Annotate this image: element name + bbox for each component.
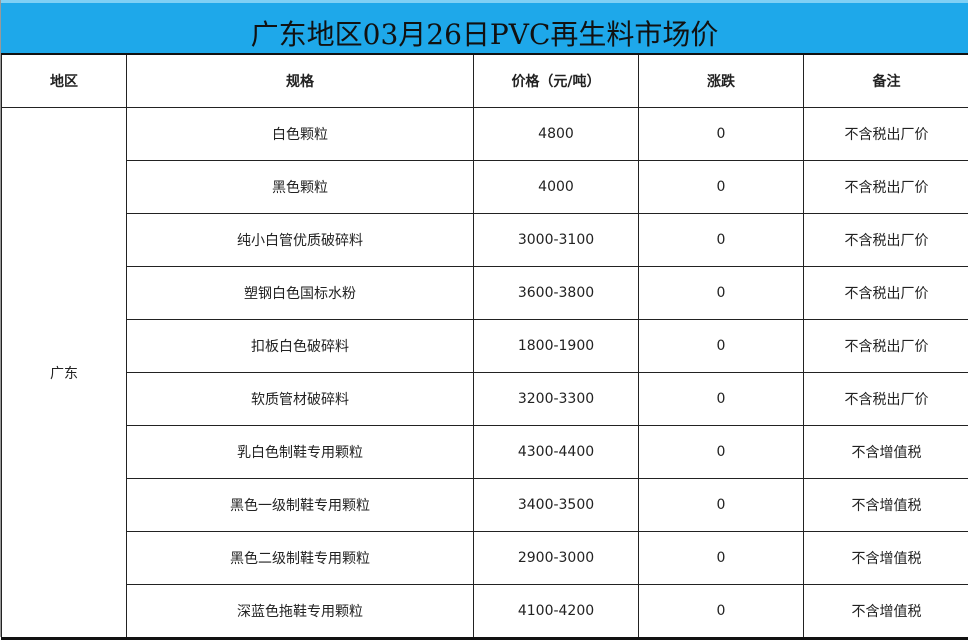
header-change: 涨跌 [639,54,804,108]
spec-cell: 塑钢白色国标水粉 [127,267,474,320]
price-cell: 3600-3800 [474,267,639,320]
price-cell: 3400-3500 [474,479,639,532]
price-cell: 4300-4400 [474,426,639,479]
change-cell: 0 [639,585,804,639]
note-cell: 不含增值税 [804,532,968,585]
header-note: 备注 [804,54,968,108]
change-cell: 0 [639,214,804,267]
spec-cell: 纯小白管优质破碎料 [127,214,474,267]
spec-cell: 黑色颗粒 [127,161,474,214]
change-cell: 0 [639,267,804,320]
price-cell: 3000-3100 [474,214,639,267]
change-cell: 0 [639,479,804,532]
spec-cell: 黑色二级制鞋专用颗粒 [127,532,474,585]
note-cell: 不含增值税 [804,479,968,532]
price-cell: 2900-3000 [474,532,639,585]
price-cell: 4800 [474,108,639,161]
note-cell: 不含增值税 [804,585,968,639]
change-cell: 0 [639,108,804,161]
spec-cell: 黑色一级制鞋专用颗粒 [127,479,474,532]
change-cell: 0 [639,161,804,214]
header-row: 地区 规格 价格（元/吨） 涨跌 备注 [2,54,968,108]
spec-cell: 扣板白色破碎料 [127,320,474,373]
change-cell: 0 [639,373,804,426]
note-cell: 不含税出厂价 [804,161,968,214]
sheet-title: 广东地区03月26日PVC再生料市场价 [1,0,968,53]
change-cell: 0 [639,426,804,479]
change-cell: 0 [639,532,804,585]
price-cell: 1800-1900 [474,320,639,373]
header-price: 价格（元/吨） [474,54,639,108]
spec-cell: 乳白色制鞋专用颗粒 [127,426,474,479]
note-cell: 不含增值税 [804,426,968,479]
region-cell: 广东 [2,108,127,639]
change-cell: 0 [639,320,804,373]
note-cell: 不含税出厂价 [804,373,968,426]
header-spec: 规格 [127,54,474,108]
note-cell: 不含税出厂价 [804,267,968,320]
spec-cell: 软质管材破碎料 [127,373,474,426]
spec-cell: 白色颗粒 [127,108,474,161]
price-cell: 4100-4200 [474,585,639,639]
header-region: 地区 [2,54,127,108]
note-cell: 不含税出厂价 [804,108,968,161]
note-cell: 不含税出厂价 [804,214,968,267]
price-cell: 3200-3300 [474,373,639,426]
spec-cell: 深蓝色拖鞋专用颗粒 [127,585,474,639]
price-cell: 4000 [474,161,639,214]
note-cell: 不含税出厂价 [804,320,968,373]
